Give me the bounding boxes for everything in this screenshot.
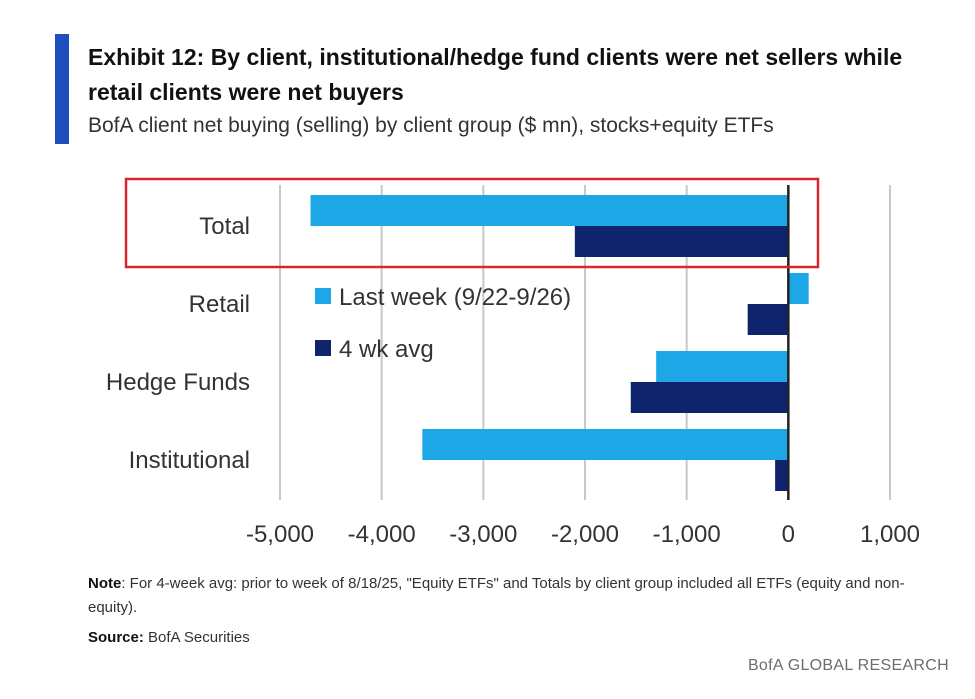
bar xyxy=(656,351,789,382)
category-label: Institutional xyxy=(129,447,250,474)
bar xyxy=(775,460,789,491)
chart-source: Source: BofA Securities xyxy=(88,629,250,646)
bar-chart: Total Retail Hedge Funds Institutional -5,00… xyxy=(106,177,920,548)
legend-swatch xyxy=(315,288,331,304)
x-tick-label: -5,000 xyxy=(246,521,314,548)
title-accent-bar xyxy=(55,34,69,144)
chart-subtitle: BofA client net buying (selling) by clie… xyxy=(88,114,774,137)
source-label: Source: xyxy=(88,629,144,646)
bar xyxy=(630,382,789,413)
x-tick-label: -1,000 xyxy=(653,521,721,548)
x-tick-label: 1,000 xyxy=(860,521,920,548)
legend-label: Last week (9/22-9/26) xyxy=(339,284,571,311)
x-tick-label: -4,000 xyxy=(348,521,416,548)
legend-swatch xyxy=(315,340,331,356)
legend-label: 4 wk avg xyxy=(339,336,434,363)
note-text: : For 4-week avg: prior to week of 8/18/… xyxy=(88,575,905,616)
brand-label: BofA GLOBAL RESEARCH xyxy=(747,657,949,674)
bar xyxy=(310,195,789,226)
bar xyxy=(788,273,809,304)
note-label: Note xyxy=(88,575,122,592)
category-label: Total xyxy=(199,213,250,240)
highlight-box xyxy=(124,177,820,269)
bar xyxy=(747,304,789,335)
x-tick-label: -3,000 xyxy=(449,521,517,548)
bar xyxy=(422,429,789,460)
bar xyxy=(574,226,789,257)
chart-note: Note: For 4-week avg: prior to week of 8… xyxy=(88,572,948,620)
category-label: Hedge Funds xyxy=(106,369,250,396)
x-tick-label: -2,000 xyxy=(551,521,619,548)
chart-title: Exhibit 12: By client, institutional/hed… xyxy=(88,44,903,105)
category-label: Retail xyxy=(189,291,250,318)
x-tick-label: 0 xyxy=(782,521,795,548)
source-text: BofA Securities xyxy=(143,629,250,646)
